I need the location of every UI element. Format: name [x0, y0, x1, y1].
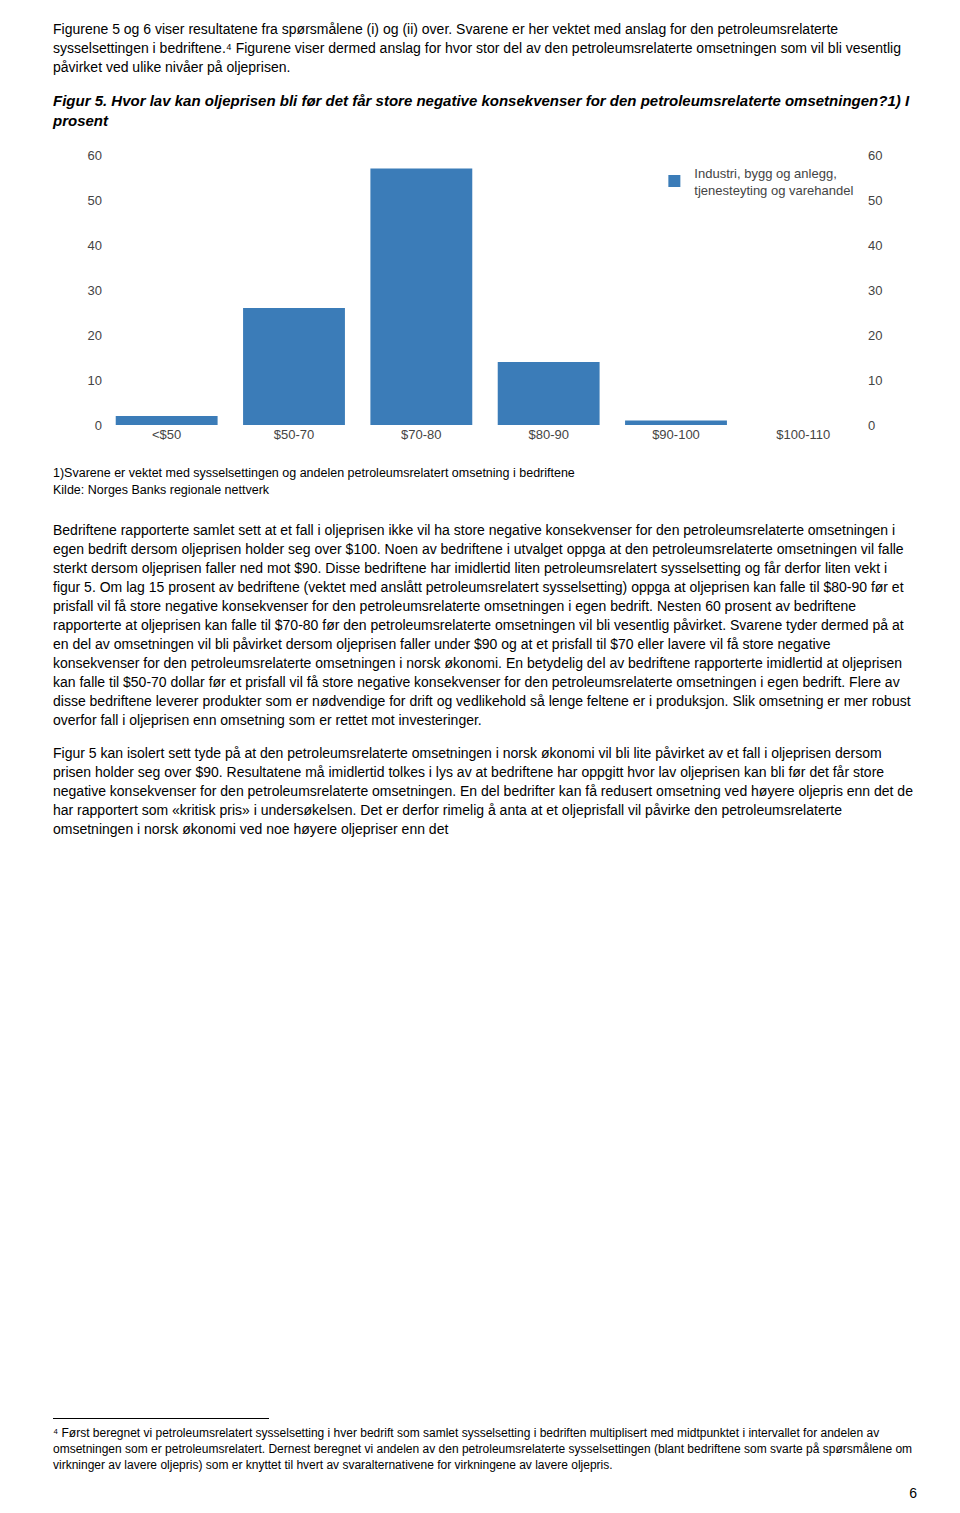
svg-text:60: 60: [868, 148, 882, 163]
svg-text:60: 60: [88, 148, 102, 163]
svg-text:30: 30: [868, 283, 882, 298]
html-text:6: 6: [909, 1485, 917, 1501]
html-text:1)Svarene er vektet med syssel: 1)Svarene er vektet med sysselsettingen …: [53, 466, 575, 480]
svg-text:$50-70: $50-70: [274, 427, 314, 442]
html-text:Figur 5. Hvor lav kan oljepris: Figur 5. Hvor lav kan oljeprisen bli før…: [53, 92, 910, 129]
svg-text:Industri, bygg og anlegg,tjene: Industri, bygg og anlegg,tjenesteyting o…: [694, 166, 853, 198]
svg-text:10: 10: [868, 373, 882, 388]
svg-text:40: 40: [868, 238, 882, 253]
svg-text:50: 50: [868, 193, 882, 208]
svg-text:50: 50: [88, 193, 102, 208]
svg-text:$80-90: $80-90: [528, 427, 568, 442]
svg-text:$90-100: $90-100: [652, 427, 700, 442]
svg-text:20: 20: [868, 328, 882, 343]
svg-text:0: 0: [95, 418, 102, 433]
svg-text:10: 10: [88, 373, 102, 388]
svg-text:30: 30: [88, 283, 102, 298]
html-text:Kilde: Norges Banks regionale: Kilde: Norges Banks regionale nettverk: [53, 483, 270, 497]
html-text:Bedriftene rapporterte samlet: Bedriftene rapporterte samlet sett at et…: [53, 522, 911, 728]
svg-text:40: 40: [88, 238, 102, 253]
html-text:⁴ Først beregnet vi petroleums: ⁴ Først beregnet vi petroleumsrelatert s…: [53, 1426, 913, 1472]
svg-text:<$50: <$50: [152, 427, 181, 442]
html-text:Figurene 5 og 6 viser resultat: Figurene 5 og 6 viser resultatene fra sp…: [53, 21, 901, 75]
svg-text:0: 0: [868, 418, 875, 433]
svg-text:$100-110: $100-110: [776, 427, 830, 442]
html-text:Figur 5 kan isolert sett tyde: Figur 5 kan isolert sett tyde på at den …: [53, 745, 913, 837]
svg-text:20: 20: [88, 328, 102, 343]
svg-text:$70-80: $70-80: [401, 427, 441, 442]
